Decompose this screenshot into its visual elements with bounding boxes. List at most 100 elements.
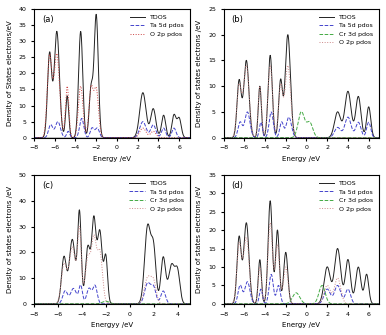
Ta 5d pdos xyxy=(146,280,151,284)
Ta 5d pdos xyxy=(372,302,377,306)
Cr 3d pdos xyxy=(154,302,159,306)
Cr 3d pdos xyxy=(107,300,112,305)
Ta 5d pdos xyxy=(344,290,349,294)
Line: O 2p pdos: O 2p pdos xyxy=(223,65,379,138)
Ta 5d pdos xyxy=(103,302,108,306)
Cr 3d pdos xyxy=(293,291,297,295)
Ta 5d pdos xyxy=(113,136,118,140)
Ta 5d pdos xyxy=(229,136,234,140)
Legend: TDOS, Ta 5d pdos, Cr 3d pdos, O 2p pdos: TDOS, Ta 5d pdos, Cr 3d pdos, O 2p pdos xyxy=(316,178,376,214)
TDOS xyxy=(293,302,298,306)
Ta 5d pdos xyxy=(107,136,112,140)
O 2p pdos xyxy=(297,136,301,140)
Line: TDOS: TDOS xyxy=(223,201,379,304)
Legend: TDOS, Ta 5d pdos, O 2p pdos: TDOS, Ta 5d pdos, O 2p pdos xyxy=(127,12,186,40)
Cr 3d pdos xyxy=(32,302,36,306)
TDOS xyxy=(377,136,381,140)
O 2p pdos xyxy=(221,136,226,140)
TDOS xyxy=(32,136,36,140)
Ta 5d pdos xyxy=(269,272,274,276)
Line: O 2p pdos: O 2p pdos xyxy=(34,54,190,138)
TDOS xyxy=(154,123,159,127)
TDOS xyxy=(40,136,44,140)
TDOS xyxy=(308,136,313,140)
Ta 5d pdos xyxy=(372,135,377,139)
TDOS xyxy=(103,136,108,140)
Cr 3d pdos xyxy=(103,299,108,303)
O 2p pdos xyxy=(377,302,381,306)
TDOS xyxy=(344,96,349,100)
Line: Cr 3d pdos: Cr 3d pdos xyxy=(34,301,190,304)
O 2p pdos xyxy=(107,302,112,306)
Legend: TDOS, Ta 5d pdos, Cr 3d pdos, O 2p pdos: TDOS, Ta 5d pdos, Cr 3d pdos, O 2p pdos xyxy=(127,178,186,214)
Ta 5d pdos xyxy=(154,294,159,298)
Ta 5d pdos xyxy=(80,117,84,121)
O 2p pdos xyxy=(377,136,381,140)
TDOS xyxy=(107,136,112,140)
TDOS xyxy=(187,302,192,306)
Cr 3d pdos xyxy=(229,302,234,306)
Ta 5d pdos xyxy=(297,302,301,306)
Text: (b): (b) xyxy=(231,15,243,24)
Cr 3d pdos xyxy=(372,302,377,306)
Cr 3d pdos xyxy=(377,302,381,306)
X-axis label: Energy /eV: Energy /eV xyxy=(282,322,320,328)
TDOS xyxy=(40,302,44,306)
O 2p pdos xyxy=(221,302,226,306)
Text: (c): (c) xyxy=(42,182,53,191)
O 2p pdos xyxy=(183,302,187,306)
Y-axis label: Density of states electrons /eV: Density of states electrons /eV xyxy=(196,20,203,127)
O 2p pdos xyxy=(372,302,377,306)
O 2p pdos xyxy=(40,135,44,139)
Line: Ta 5d pdos: Ta 5d pdos xyxy=(223,274,379,304)
Cr 3d pdos xyxy=(297,294,301,298)
Y-axis label: Density of States electrons/eV: Density of States electrons/eV xyxy=(7,20,13,126)
Line: TDOS: TDOS xyxy=(34,14,190,138)
O 2p pdos xyxy=(187,136,192,140)
O 2p pdos xyxy=(187,302,192,306)
O 2p pdos xyxy=(229,302,234,306)
Ta 5d pdos xyxy=(344,118,349,122)
TDOS xyxy=(107,297,112,302)
Ta 5d pdos xyxy=(377,302,381,306)
Line: Cr 3d pdos: Cr 3d pdos xyxy=(223,112,379,138)
O 2p pdos xyxy=(268,221,273,225)
Cr 3d pdos xyxy=(229,136,234,140)
Ta 5d pdos xyxy=(187,302,192,306)
Ta 5d pdos xyxy=(107,302,112,306)
Cr 3d pdos xyxy=(187,302,192,306)
O 2p pdos xyxy=(103,136,108,140)
TDOS xyxy=(154,275,159,279)
O 2p pdos xyxy=(40,302,44,306)
Line: Ta 5d pdos: Ta 5d pdos xyxy=(34,119,190,138)
Cr 3d pdos xyxy=(372,136,377,140)
Text: (a): (a) xyxy=(42,15,53,24)
O 2p pdos xyxy=(107,136,112,140)
Ta 5d pdos xyxy=(245,110,250,114)
Ta 5d pdos xyxy=(183,302,188,306)
Legend: TDOS, Ta 5d pdos, Cr 3d pdos, O 2p pdos: TDOS, Ta 5d pdos, Cr 3d pdos, O 2p pdos xyxy=(316,12,376,48)
O 2p pdos xyxy=(372,136,377,140)
O 2p pdos xyxy=(344,301,349,305)
Ta 5d pdos xyxy=(372,136,377,140)
O 2p pdos xyxy=(344,136,349,140)
Ta 5d pdos xyxy=(183,302,187,306)
Ta 5d pdos xyxy=(372,302,377,306)
Ta 5d pdos xyxy=(32,136,36,140)
Ta 5d pdos xyxy=(40,302,44,306)
TDOS xyxy=(286,33,290,37)
Line: Ta 5d pdos: Ta 5d pdos xyxy=(223,112,379,138)
TDOS xyxy=(300,302,305,306)
TDOS xyxy=(183,135,188,139)
TDOS xyxy=(297,302,301,306)
TDOS xyxy=(293,134,298,138)
TDOS xyxy=(94,12,98,16)
O 2p pdos xyxy=(229,136,234,140)
O 2p pdos xyxy=(32,136,36,140)
Line: Cr 3d pdos: Cr 3d pdos xyxy=(223,285,379,304)
Y-axis label: Density of states electrons /eV: Density of states electrons /eV xyxy=(7,186,13,293)
O 2p pdos xyxy=(154,290,159,294)
O 2p pdos xyxy=(54,52,59,56)
Ta 5d pdos xyxy=(40,136,44,140)
TDOS xyxy=(113,136,117,140)
